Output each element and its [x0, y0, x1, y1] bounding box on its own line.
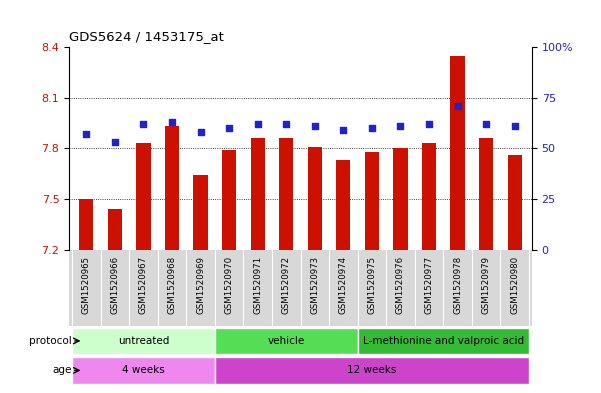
Bar — [79, 199, 93, 250]
Point — [338, 127, 348, 133]
Bar — [479, 138, 493, 250]
Bar — [422, 143, 436, 250]
Bar — [336, 160, 350, 250]
Bar — [451, 55, 465, 250]
Bar — [72, 328, 215, 354]
Bar — [165, 127, 179, 250]
Bar — [136, 143, 150, 250]
Bar — [393, 149, 407, 250]
Point — [281, 121, 291, 127]
Bar — [222, 150, 236, 250]
Text: GSM1520967: GSM1520967 — [139, 256, 148, 314]
Bar — [194, 175, 208, 250]
Point — [453, 103, 462, 109]
Point — [167, 119, 177, 125]
Point — [224, 125, 234, 131]
Text: 12 weeks: 12 weeks — [347, 365, 397, 375]
Bar — [72, 357, 215, 384]
Text: 4 weeks: 4 weeks — [122, 365, 165, 375]
Bar — [108, 209, 122, 250]
Point — [510, 123, 519, 129]
Text: L-methionine and valproic acid: L-methionine and valproic acid — [363, 336, 524, 346]
Text: GSM1520970: GSM1520970 — [225, 256, 234, 314]
Text: age: age — [53, 365, 72, 375]
Text: GSM1520971: GSM1520971 — [253, 256, 262, 314]
Point — [310, 123, 320, 129]
Bar — [215, 328, 358, 354]
Point — [196, 129, 206, 135]
Bar — [308, 147, 322, 250]
Bar — [365, 152, 379, 250]
Text: GSM1520965: GSM1520965 — [82, 256, 91, 314]
Text: GSM1520980: GSM1520980 — [510, 256, 519, 314]
Text: GSM1520966: GSM1520966 — [111, 256, 120, 314]
Bar — [215, 357, 529, 384]
Point — [395, 123, 405, 129]
Point — [253, 121, 263, 127]
Point — [481, 121, 491, 127]
Bar — [251, 138, 265, 250]
Text: GSM1520978: GSM1520978 — [453, 256, 462, 314]
Bar — [279, 138, 293, 250]
Point — [424, 121, 434, 127]
Text: GSM1520969: GSM1520969 — [196, 256, 205, 314]
Bar — [508, 155, 522, 250]
Text: GSM1520976: GSM1520976 — [396, 256, 405, 314]
Text: untreated: untreated — [118, 336, 169, 346]
Text: GSM1520979: GSM1520979 — [481, 256, 490, 314]
Text: GSM1520968: GSM1520968 — [168, 256, 177, 314]
Point — [367, 125, 377, 131]
Text: GSM1520972: GSM1520972 — [282, 256, 291, 314]
Text: GSM1520975: GSM1520975 — [367, 256, 376, 314]
Point — [82, 131, 91, 137]
Text: protocol: protocol — [29, 336, 72, 346]
Text: GSM1520973: GSM1520973 — [310, 256, 319, 314]
Text: GSM1520974: GSM1520974 — [339, 256, 348, 314]
Point — [110, 139, 120, 145]
Text: GDS5624 / 1453175_at: GDS5624 / 1453175_at — [69, 30, 224, 43]
Bar — [358, 328, 529, 354]
Text: GSM1520977: GSM1520977 — [424, 256, 433, 314]
Point — [139, 121, 148, 127]
Text: vehicle: vehicle — [267, 336, 305, 346]
